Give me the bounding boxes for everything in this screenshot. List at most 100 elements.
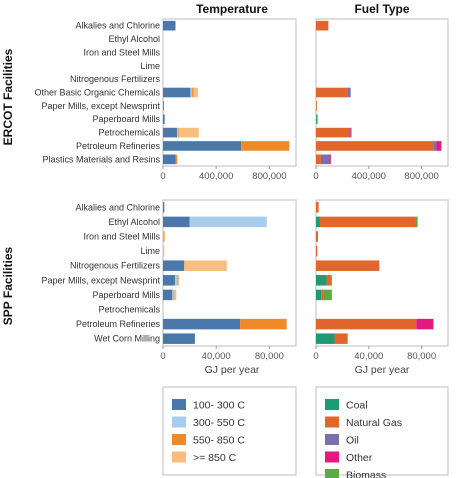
legend-swatch-100-300-c [172, 399, 186, 410]
legend-label-oil: Oil [346, 435, 359, 447]
bar-nitrogenous-fertilizers-850-c [184, 260, 227, 271]
bar-paper-mills-except-newsprint-850-c [177, 275, 179, 286]
x-tick-label: 0 [160, 171, 165, 182]
x-tick-label: 40,000 [354, 351, 383, 362]
legend-label-natural-gas: Natural Gas [346, 417, 402, 429]
category-label-nitrogenous-fertilizers: Nitrogenous Fertilizers [70, 261, 161, 271]
bar-petrochemicals-300-550-c [177, 127, 178, 138]
legend-swatch-biomass [325, 469, 339, 478]
category-label-lime: Lime [140, 246, 160, 256]
bar-alkalies-and-chlorine-100-300-c [163, 20, 176, 31]
bar-petroleum-refineries-oil [433, 141, 437, 151]
bar-paperboard-mills-100-300-c [163, 289, 173, 301]
x-tick-label: 800,000 [252, 171, 286, 182]
x-tick-label: 0 [313, 351, 318, 362]
bar-paperboard-mills-biomass [316, 114, 318, 125]
bar-petroleum-refineries-100-300-c [163, 318, 241, 330]
category-label-nitrogenous-fertilizers: Nitrogenous Fertilizers [70, 74, 161, 84]
ercot-group-label: ERCOT Facilities [1, 48, 15, 145]
fuel-x-axis-label: GJ per year [355, 364, 410, 376]
bar-other-basic-organic-chemicals-300-550-c [190, 87, 193, 98]
x-tick-label: 800,000 [404, 171, 438, 182]
category-label-petrochemicals: Petrochemicals [98, 305, 160, 315]
bar-nitrogenous-fertilizers-natural-gas [316, 260, 380, 271]
bar-iron-and-steel-mills-natural-gas [316, 231, 318, 242]
category-label-paperboard-mills: Paperboard Mills [92, 290, 160, 300]
bar-other-basic-organic-chemicals-100-300-c [163, 87, 191, 98]
bar-petroleum-refineries-natural-gas [316, 141, 434, 151]
category-label-other-basic-organic-chemicals: Other Basic Organic Chemicals [34, 88, 160, 98]
x-tick-label: 400,000 [199, 171, 233, 182]
category-label-plastics-materials-and-resins: Plastics Materials and Resins [42, 154, 160, 164]
bar-ethyl-alcohol-biomass [415, 216, 418, 228]
legend-swatch-natural-gas [325, 416, 339, 428]
category-label-paper-mills-except-newsprint: Paper Mills, except Newsprint [41, 275, 160, 285]
category-label-lime: Lime [140, 61, 160, 71]
category-label-alkalies-and-chlorine: Alkalies and Chlorine [75, 202, 160, 212]
legend-swatch-coal [325, 399, 339, 410]
bar-petrochemicals-oil [349, 127, 351, 138]
bar-petroleum-refineries-550-850-c [240, 318, 287, 330]
bar-plastics-materials-and-resins-natural-gas [316, 154, 321, 165]
bar-plastics-materials-and-resins-other [329, 154, 331, 165]
bar-paper-mills-except-newsprint-coal [316, 275, 327, 286]
category-label-ethyl-alcohol: Ethyl Alcohol [108, 217, 160, 227]
legend-swatch-oil [325, 434, 339, 445]
bar-ethyl-alcohol-coal [316, 216, 320, 228]
chart-legends: 100- 300 C 300- 550 C 550- 850 C >= 850 C Co… [162, 386, 449, 478]
bar-other-basic-organic-chemicals-natural-gas [316, 87, 348, 98]
fuel-type-column-title: Fuel Type [354, 2, 409, 16]
bar-paper-mills-except-newsprint-natural-gas [316, 101, 317, 111]
bar-petroleum-refineries-100-300-c [163, 141, 242, 151]
bar-petroleum-refineries-550-850-c [241, 141, 290, 151]
bar-petroleum-refineries-natural-gas [316, 318, 417, 330]
bar-alkalies-and-chlorine-natural-gas [316, 20, 329, 31]
category-label-petroleum-refineries: Petroleum Refineries [76, 141, 161, 151]
legend-label-other: Other [346, 452, 373, 464]
x-tick-label: 0 [313, 171, 318, 182]
bar-paperboard-mills-biomass [323, 289, 332, 301]
bar-petrochemicals-850-c [178, 127, 199, 138]
bar-wet-corn-milling-coal [316, 333, 335, 344]
x-tick-label: 40,000 [202, 351, 231, 362]
panel-spp-facilities-fuel-type: 0 40,000 80,000 [313, 199, 449, 362]
bar-petrochemicals-natural-gas [316, 127, 349, 138]
category-label-alkalies-and-chlorine: Alkalies and Chlorine [75, 21, 160, 31]
category-label-paper-mills-except-newsprint: Paper Mills, except Newsprint [41, 101, 160, 111]
x-tick-label: 400,000 [352, 171, 386, 182]
bar-alkalies-and-chlorine-natural-gas [316, 202, 319, 213]
bar-wet-corn-milling-100-300-c [163, 333, 195, 344]
legend-swatch-850-c [172, 451, 186, 463]
spp-group-label: SPP Facilities [1, 246, 15, 325]
bar-paperboard-mills-850-c [174, 289, 177, 301]
category-label-wet-corn-milling: Wet Corn Milling [94, 334, 160, 344]
bar-petrochemicals-550-850-c [177, 127, 179, 138]
legend-label-coal: Coal [346, 400, 368, 412]
bar-paper-mills-except-newsprint-300-550-c [174, 275, 177, 286]
bar-petroleum-refineries-other [436, 141, 442, 151]
category-label-iron-and-steel-mills: Iron and Steel Mills [83, 47, 160, 57]
legend-swatch-other [325, 451, 339, 463]
plot-frame [162, 199, 297, 347]
legend-label-850-c: >= 850 C [193, 452, 237, 464]
plot-frame [315, 199, 449, 347]
category-label-ethyl-alcohol: Ethyl Alcohol [108, 34, 160, 44]
bar-iron-and-steel-mills-850-c [163, 231, 165, 242]
bar-paper-mills-except-newsprint-100-300-c [163, 275, 175, 286]
x-tick-label: 0 [160, 351, 165, 362]
bar-paper-mills-except-newsprint-natural-gas [326, 275, 332, 286]
bar-ethyl-alcohol-natural-gas [319, 216, 415, 228]
bar-iron-and-steel-mills-550-850-c [163, 231, 164, 242]
bar-petroleum-refineries-other [416, 318, 434, 330]
bar-lime-natural-gas [316, 245, 318, 257]
bar-plastics-materials-and-resins-oil [320, 154, 330, 165]
legend-swatch-550-850-c [172, 434, 186, 445]
bar-ethyl-alcohol-300-550-c [189, 216, 267, 228]
temperature-legend: 100- 300 C 300- 550 C 550- 850 C >= 850 C [162, 386, 297, 476]
bar-other-basic-organic-chemicals-850-c [193, 87, 198, 98]
bar-paper-mills-except-newsprint-550-850-c [176, 275, 178, 286]
legend-label-100-300-c: 100- 300 C [193, 400, 245, 412]
bar-paperboard-mills-coal [316, 114, 317, 125]
bar-petrochemicals-100-300-c [163, 127, 178, 138]
bar-paperboard-mills-coal [316, 289, 322, 301]
